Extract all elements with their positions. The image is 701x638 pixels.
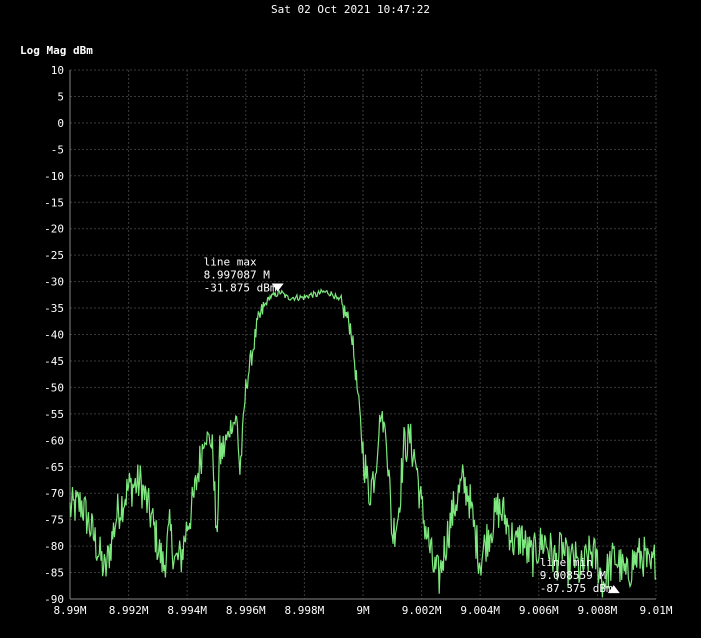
x-tick-label: 8.996M	[226, 604, 266, 617]
y-tick-label: -15	[44, 196, 64, 209]
marker-value: -87.375 dBm	[540, 582, 613, 595]
x-tick-label: 9.008M	[578, 604, 618, 617]
marker-triangle-icon	[271, 283, 284, 292]
marker-freq: 8.997087 M	[204, 269, 271, 282]
trace-line	[69, 288, 657, 598]
x-tick-label: 9.004M	[460, 604, 500, 617]
y-tick-label: -20	[44, 223, 64, 236]
y-tick-label: -50	[44, 381, 64, 394]
timestamp: Sat 02 Oct 2021 10:47:22	[271, 3, 430, 16]
y-tick-label: -55	[44, 408, 64, 421]
y-tick-label: -75	[44, 514, 64, 527]
y-axis-title: Log Mag dBm	[20, 44, 93, 57]
y-tick-labels: 10 5 0 -5 -10 -15 -20 -25 -30 -35 -40 -45 -50 -55 -60 -…	[44, 64, 64, 606]
x-tick-label: 9M	[356, 604, 370, 617]
y-tick-label: 5	[57, 90, 64, 103]
chart-grid	[69, 69, 657, 600]
x-tick-label: 9.006M	[519, 604, 559, 617]
marker-label: line min	[540, 556, 593, 569]
y-tick-label: -80	[44, 540, 64, 553]
marker-triangle-icon	[607, 585, 620, 594]
x-tick-label: 8.994M	[167, 604, 207, 617]
x-tick-label: 9.002M	[402, 604, 442, 617]
y-tick-label: -10	[44, 170, 64, 183]
y-tick-label: -5	[51, 143, 64, 156]
y-tick-label: -45	[44, 355, 64, 368]
y-tick-label: -40	[44, 329, 64, 342]
y-tick-label: -60	[44, 434, 64, 447]
y-tick-label: -90	[44, 593, 64, 606]
y-tick-label: -85	[44, 567, 64, 580]
x-tick-label: 8.998M	[285, 604, 325, 617]
y-tick-label: -30	[44, 276, 64, 289]
marker-freq: 9.008559 M	[540, 569, 607, 582]
marker-label: line max	[204, 256, 257, 269]
y-tick-label: -70	[44, 487, 64, 500]
x-tick-label: 8.992M	[109, 604, 149, 617]
x-tick-label: 9.01M	[639, 604, 672, 617]
marker-value: -31.875 dBm	[204, 282, 277, 295]
x-tick-label: 8.99M	[53, 604, 86, 617]
y-tick-label: -65	[44, 461, 64, 474]
x-tick-labels: 8.99M 8.992M 8.994M 8.996M 8.998M 9M 9.002M 9.0…	[53, 604, 672, 617]
y-tick-label: -25	[44, 249, 64, 262]
y-tick-label: -35	[44, 302, 64, 315]
y-tick-label: 0	[57, 117, 64, 130]
y-tick-label: 10	[51, 64, 64, 77]
